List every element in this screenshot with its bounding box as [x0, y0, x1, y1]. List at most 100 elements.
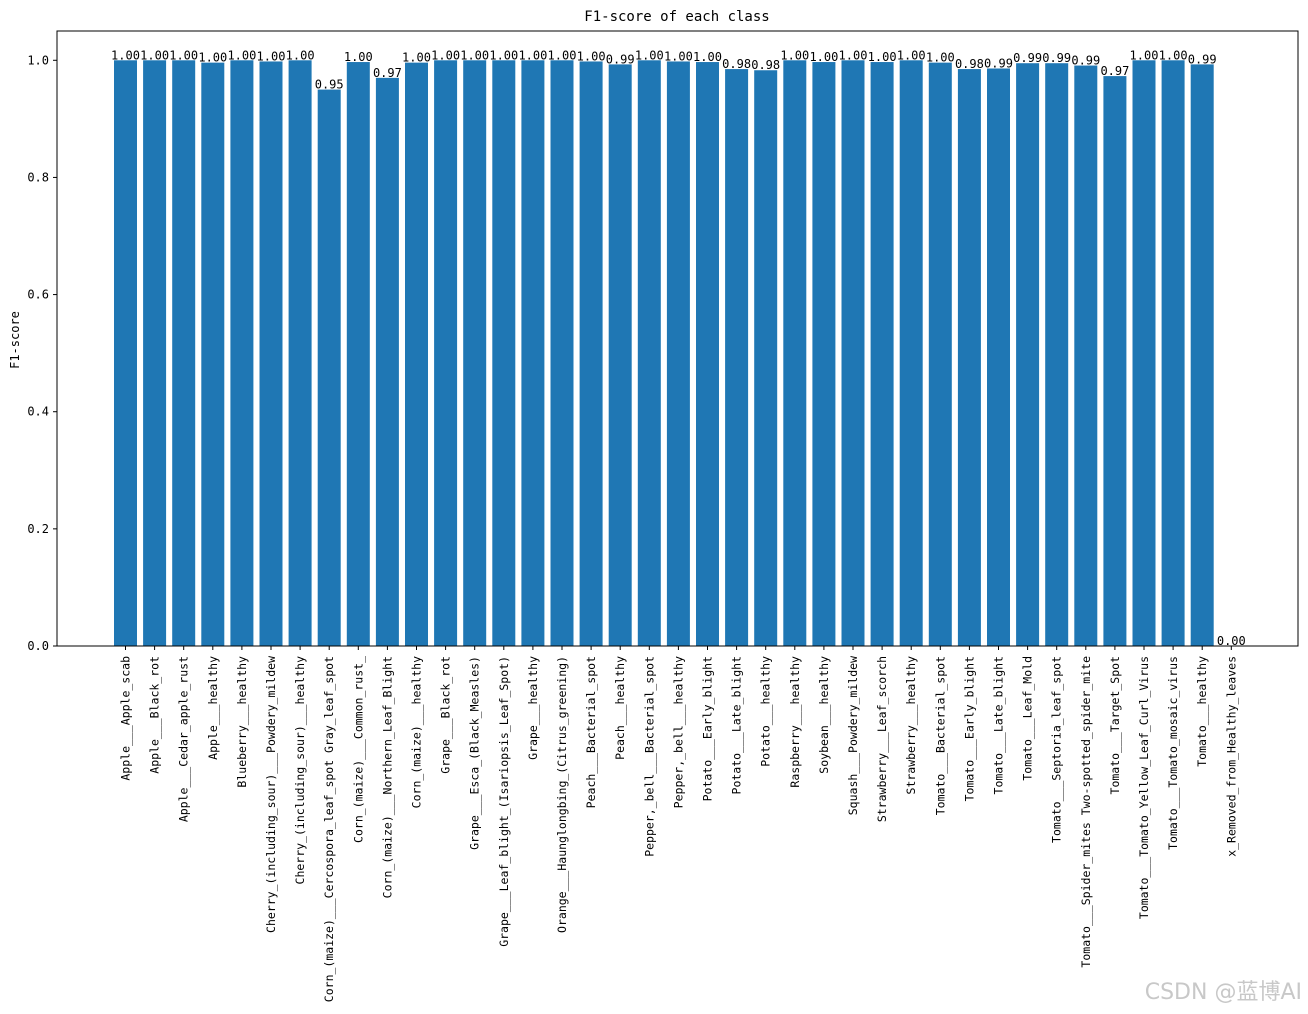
bar — [666, 61, 690, 646]
bar-data-label: 1.00 — [1159, 48, 1188, 62]
bar-data-label: 1.00 — [111, 48, 140, 62]
y-tick-label: 0.0 — [27, 639, 49, 653]
data-labels-layer: 1.00 1.00 1.00 1.00 1.00 1.00 1.000.951.000.97… — [111, 48, 1246, 648]
bar-data-label: 0.95 — [315, 78, 344, 92]
bar-data-label: 1.00 — [635, 48, 664, 62]
bar — [172, 60, 196, 647]
x-tick-label: Squash___Powdery_mildew — [846, 656, 860, 815]
bar-data-label: 1.00 — [548, 48, 577, 62]
bar — [346, 62, 370, 647]
bar — [463, 60, 487, 647]
x-axis: Apple___Apple_scab Apple___Black_rot Apple… — [119, 646, 1238, 1002]
bar-data-label: 0.98 — [722, 57, 751, 71]
x-tick-label: Tomato___Bacterial_spot — [933, 656, 947, 815]
x-tick-label: Cherry_(including_sour)___healthy — [293, 656, 307, 885]
bar-data-label: 1.00 — [257, 49, 286, 63]
bar-data-label: 1.00 — [780, 48, 809, 62]
bar — [492, 60, 516, 647]
y-axis: 0.0 0.2 0.4 0.6 0.8 1.0 — [27, 53, 57, 653]
bar — [114, 60, 137, 647]
bar-data-label: 1.00 — [460, 48, 489, 62]
bar — [987, 68, 1010, 646]
bar — [550, 60, 574, 647]
x-tick-label: Tomato___Spider_mites Two-spotted_spider… — [1079, 656, 1093, 968]
bar — [637, 60, 661, 647]
x-tick-label: Soybean___healthy — [817, 656, 831, 774]
bar — [1016, 63, 1040, 646]
bar — [957, 69, 981, 647]
x-tick-label: Pepper,_bell___healthy — [671, 656, 685, 808]
y-axis-label: F1-score — [8, 311, 22, 369]
bar — [1190, 64, 1214, 646]
x-tick-label: Tomato___healthy — [1195, 656, 1209, 767]
x-tick-label: Apple___healthy — [206, 656, 220, 760]
bar-data-label: 0.97 — [373, 66, 402, 80]
y-tick-label: 0.6 — [27, 288, 49, 302]
x-tick-label: Tomato___Leaf_Mold — [1021, 656, 1035, 781]
bar-data-label: 1.00 — [169, 48, 198, 62]
x-tick-label: Tomato___Tomato_mosaic_virus — [1166, 656, 1180, 850]
bar — [288, 60, 312, 647]
bar — [259, 61, 283, 646]
bar-data-label: 0.98 — [955, 57, 984, 71]
bar — [1132, 60, 1156, 647]
bar-data-label: 1.00 — [431, 48, 460, 62]
bar — [434, 60, 458, 647]
bar-data-label: 0.99 — [1188, 52, 1217, 66]
bar-data-label: 1.00 — [1130, 48, 1159, 62]
bar-data-label: 1.00 — [839, 48, 868, 62]
x-tick-label: Apple___Apple_scab — [119, 656, 133, 781]
x-tick-label: Orange___Haunglongbing_(Citrus_greening) — [555, 656, 569, 933]
x-tick-label: Potato___Early_blight — [701, 656, 715, 801]
bar-data-label: 1.00 — [518, 48, 547, 62]
x-tick-label: Tomato___Septoria_leaf_spot — [1050, 656, 1064, 843]
bar-data-label: 1.00 — [140, 48, 169, 62]
bar — [928, 62, 952, 647]
watermark: CSDN @蓝博AI — [1144, 980, 1302, 1005]
bar — [899, 60, 923, 647]
bar — [579, 61, 603, 646]
plot-frame — [56, 30, 1299, 647]
x-tick-label: Strawberry___Leaf_scorch — [875, 656, 889, 822]
bar-data-label: 1.00 — [897, 48, 926, 62]
bar-data-label: 1.00 — [227, 48, 256, 62]
x-tick-label: Raspberry___healthy — [788, 656, 802, 788]
x-tick-label: Apple___Cedar_apple_rust — [177, 656, 191, 822]
bar — [754, 70, 778, 646]
x-tick-label: Peach___healthy — [613, 656, 627, 760]
bar-data-label: 1.00 — [402, 51, 431, 65]
bar — [783, 60, 807, 647]
x-tick-label: Apple___Black_rot — [148, 656, 162, 774]
bar — [405, 62, 428, 647]
bar-data-label: 1.00 — [344, 50, 373, 64]
bar — [696, 62, 719, 647]
x-tick-label: Potato___healthy — [759, 656, 773, 767]
x-tick-label: Grape___Leaf_blight_(Isariopsis_Leaf_Spo… — [497, 656, 511, 947]
bar-data-label: 0.99 — [1042, 51, 1071, 65]
bar — [841, 60, 865, 647]
bar-data-label: 0.99 — [1071, 54, 1100, 68]
y-tick-label: 0.4 — [27, 405, 49, 419]
bar — [608, 64, 632, 646]
y-tick-label: 0.8 — [27, 170, 49, 184]
x-tick-label: Corn_(maize)___Cercospora_leaf_spot Gray… — [322, 656, 336, 1002]
bar — [521, 60, 545, 647]
x-tick-label: Tomato___Late_blight — [992, 656, 1006, 794]
bars-layer — [114, 60, 1214, 647]
bar-data-label: 1.00 — [198, 51, 227, 65]
bar-data-label: 1.00 — [926, 51, 955, 65]
bar — [1103, 76, 1127, 647]
bar-data-label: 1.00 — [868, 50, 897, 64]
bar — [1045, 63, 1069, 646]
x-tick-label: Blueberry___healthy — [235, 656, 249, 788]
bar-data-label: 0.98 — [751, 58, 780, 72]
x-tick-label: Grape___Black_rot — [439, 656, 453, 774]
bar — [870, 62, 894, 647]
bar-data-label: 1.00 — [286, 48, 315, 62]
x-tick-label: Potato___Late_blight — [730, 656, 744, 794]
x-tick-label: Corn_(maize)___healthy — [410, 656, 424, 808]
bar-data-label: 0.99 — [984, 56, 1013, 70]
bar — [812, 62, 836, 647]
bar — [230, 60, 254, 647]
bar — [1074, 65, 1098, 647]
